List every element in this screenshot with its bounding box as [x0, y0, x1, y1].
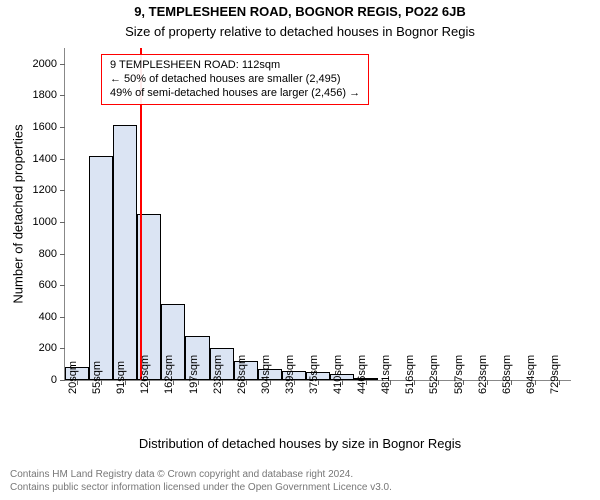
callout-line: ← 50% of detached houses are smaller (2,… [110, 73, 360, 87]
y-axis-label: Number of detached properties [11, 124, 26, 303]
reference-callout: 9 TEMPLESHEEN ROAD: 112sqm← 50% of detac… [101, 54, 369, 105]
y-tick-label: 200 [39, 342, 65, 354]
y-tick-label: 1600 [33, 121, 65, 133]
y-tick-label: 2000 [33, 58, 65, 70]
y-tick-label: 0 [51, 374, 65, 386]
x-axis-label: Distribution of detached houses by size … [0, 436, 600, 451]
footer-attribution: Contains HM Land Registry data © Crown c… [10, 469, 392, 494]
chart-title-address: 9, TEMPLESHEEN ROAD, BOGNOR REGIS, PO22 … [0, 4, 600, 19]
callout-line: 49% of semi-detached houses are larger (… [110, 87, 360, 101]
y-tick-label: 1800 [33, 89, 65, 101]
y-tick-label: 1000 [33, 216, 65, 228]
footer-line: Contains public sector information licen… [10, 482, 392, 495]
y-tick-label: 1200 [33, 184, 65, 196]
y-tick-label: 1400 [33, 153, 65, 165]
histogram-bar [89, 156, 113, 380]
plot-area: 02004006008001000120014001600180020009 T… [64, 48, 571, 381]
chart-subtitle: Size of property relative to detached ho… [0, 24, 600, 39]
callout-line: 9 TEMPLESHEEN ROAD: 112sqm [110, 59, 360, 73]
histogram-bar [113, 125, 137, 380]
footer-line: Contains HM Land Registry data © Crown c… [10, 469, 392, 482]
y-tick-label: 600 [39, 279, 65, 291]
y-tick-label: 800 [39, 248, 65, 260]
y-tick-label: 400 [39, 311, 65, 323]
